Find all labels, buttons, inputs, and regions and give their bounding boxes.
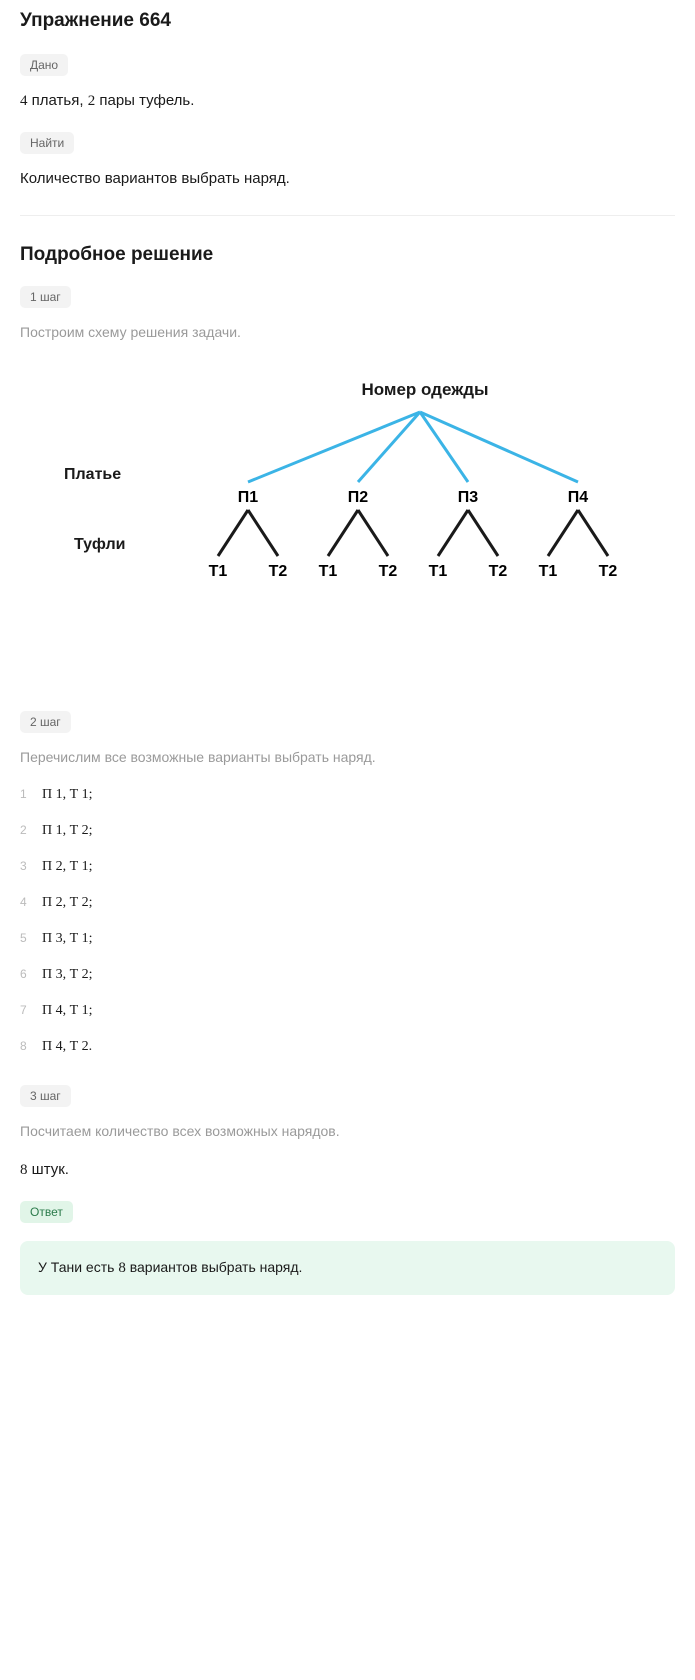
variant-num: 8 (20, 1039, 42, 1053)
tree-side-label-level2: Туфли (74, 536, 125, 554)
list-item: 5 П 3, Т 1; (20, 931, 675, 947)
answer-tag: Ответ (20, 1201, 73, 1223)
variant-num: 5 (20, 931, 42, 945)
tree-node-t: Т1 (429, 563, 448, 580)
answer-pre: У Тани есть (38, 1259, 118, 1275)
tree-node-p1: П1 (238, 489, 259, 506)
tree-node-t: Т1 (319, 563, 338, 580)
variant-num: 4 (20, 895, 42, 909)
variant-num: 1 (20, 787, 42, 801)
tree-node-p4: П4 (568, 489, 589, 506)
step2-text: Перечислим все возможные варианты выбрат… (20, 749, 675, 765)
step1-text: Построим схему решения задачи. (20, 324, 675, 340)
tree-node-t: Т1 (539, 563, 558, 580)
solution-heading: Подробное решение (20, 244, 675, 266)
list-item: 8 П 4, Т 2. (20, 1039, 675, 1055)
count-num: 8 (20, 1162, 28, 1178)
variant-list: 1 П 1, Т 1; 2 П 1, Т 2; 3 П 2, Т 1; 4 П … (20, 787, 675, 1055)
answer-post: вариантов выбрать наряд. (126, 1259, 303, 1275)
find-tag: Найти (20, 132, 74, 154)
given-mid: платья, (28, 92, 88, 109)
variant-text: П 4, Т 2. (42, 1039, 92, 1055)
variant-text: П 2, Т 1; (42, 859, 93, 875)
variant-text: П 2, Т 2; (42, 895, 93, 911)
list-item: 2 П 1, Т 2; (20, 823, 675, 839)
variant-text: П 3, Т 2; (42, 967, 93, 983)
tree-node-t: Т2 (599, 563, 618, 580)
list-item: 7 П 4, Т 1; (20, 1003, 675, 1019)
tree-node-p3: П3 (458, 489, 479, 506)
tree-root-label: Номер одежды (190, 380, 660, 400)
variant-num: 3 (20, 859, 42, 873)
step1-tag: 1 шаг (20, 286, 71, 308)
tree-diagram: Номер одежды Платье Туфли П1 П2 П3 П4 Т1… (20, 380, 660, 631)
answer-box: У Тани есть 8 вариантов выбрать наряд. (20, 1241, 675, 1295)
variant-text: П 1, Т 2; (42, 823, 93, 839)
list-item: 3 П 2, Т 1; (20, 859, 675, 875)
tree-node-t: Т1 (209, 563, 228, 580)
given-text: 4 платья, 2 пары туфель. (20, 92, 675, 110)
list-item: 1 П 1, Т 1; (20, 787, 675, 803)
variant-text: П 4, Т 1; (42, 1003, 93, 1019)
given-tag: Дано (20, 54, 68, 76)
variant-num: 6 (20, 967, 42, 981)
answer-num: 8 (118, 1260, 126, 1276)
given-post: пары туфель. (95, 92, 194, 109)
variant-num: 7 (20, 1003, 42, 1017)
variant-text: П 1, Т 1; (42, 787, 93, 803)
tree-svg: П1 П2 П3 П4 Т1 Т2 Т1 Т2 Т1 Т2 Т1 Т2 (20, 406, 660, 626)
divider (20, 215, 675, 216)
variant-text: П 3, Т 1; (42, 931, 93, 947)
step3-tag: 3 шаг (20, 1085, 71, 1107)
step3-text: Посчитаем количество всех возможных наря… (20, 1123, 675, 1139)
step2-tag: 2 шаг (20, 711, 71, 733)
tree-node-p2: П2 (348, 489, 369, 506)
exercise-title: Упражнение 664 (20, 10, 675, 32)
find-text: Количество вариантов выбрать наряд. (20, 170, 675, 187)
variant-num: 2 (20, 823, 42, 837)
count-text: 8 штук. (20, 1161, 675, 1179)
count-post: штук. (28, 1161, 69, 1178)
list-item: 6 П 3, Т 2; (20, 967, 675, 983)
tree-node-t: Т2 (269, 563, 288, 580)
list-item: 4 П 2, Т 2; (20, 895, 675, 911)
tree-side-label-level1: Платье (64, 466, 121, 484)
given-num-1: 4 (20, 93, 28, 109)
tree-node-t: Т2 (379, 563, 398, 580)
tree-node-t: Т2 (489, 563, 508, 580)
